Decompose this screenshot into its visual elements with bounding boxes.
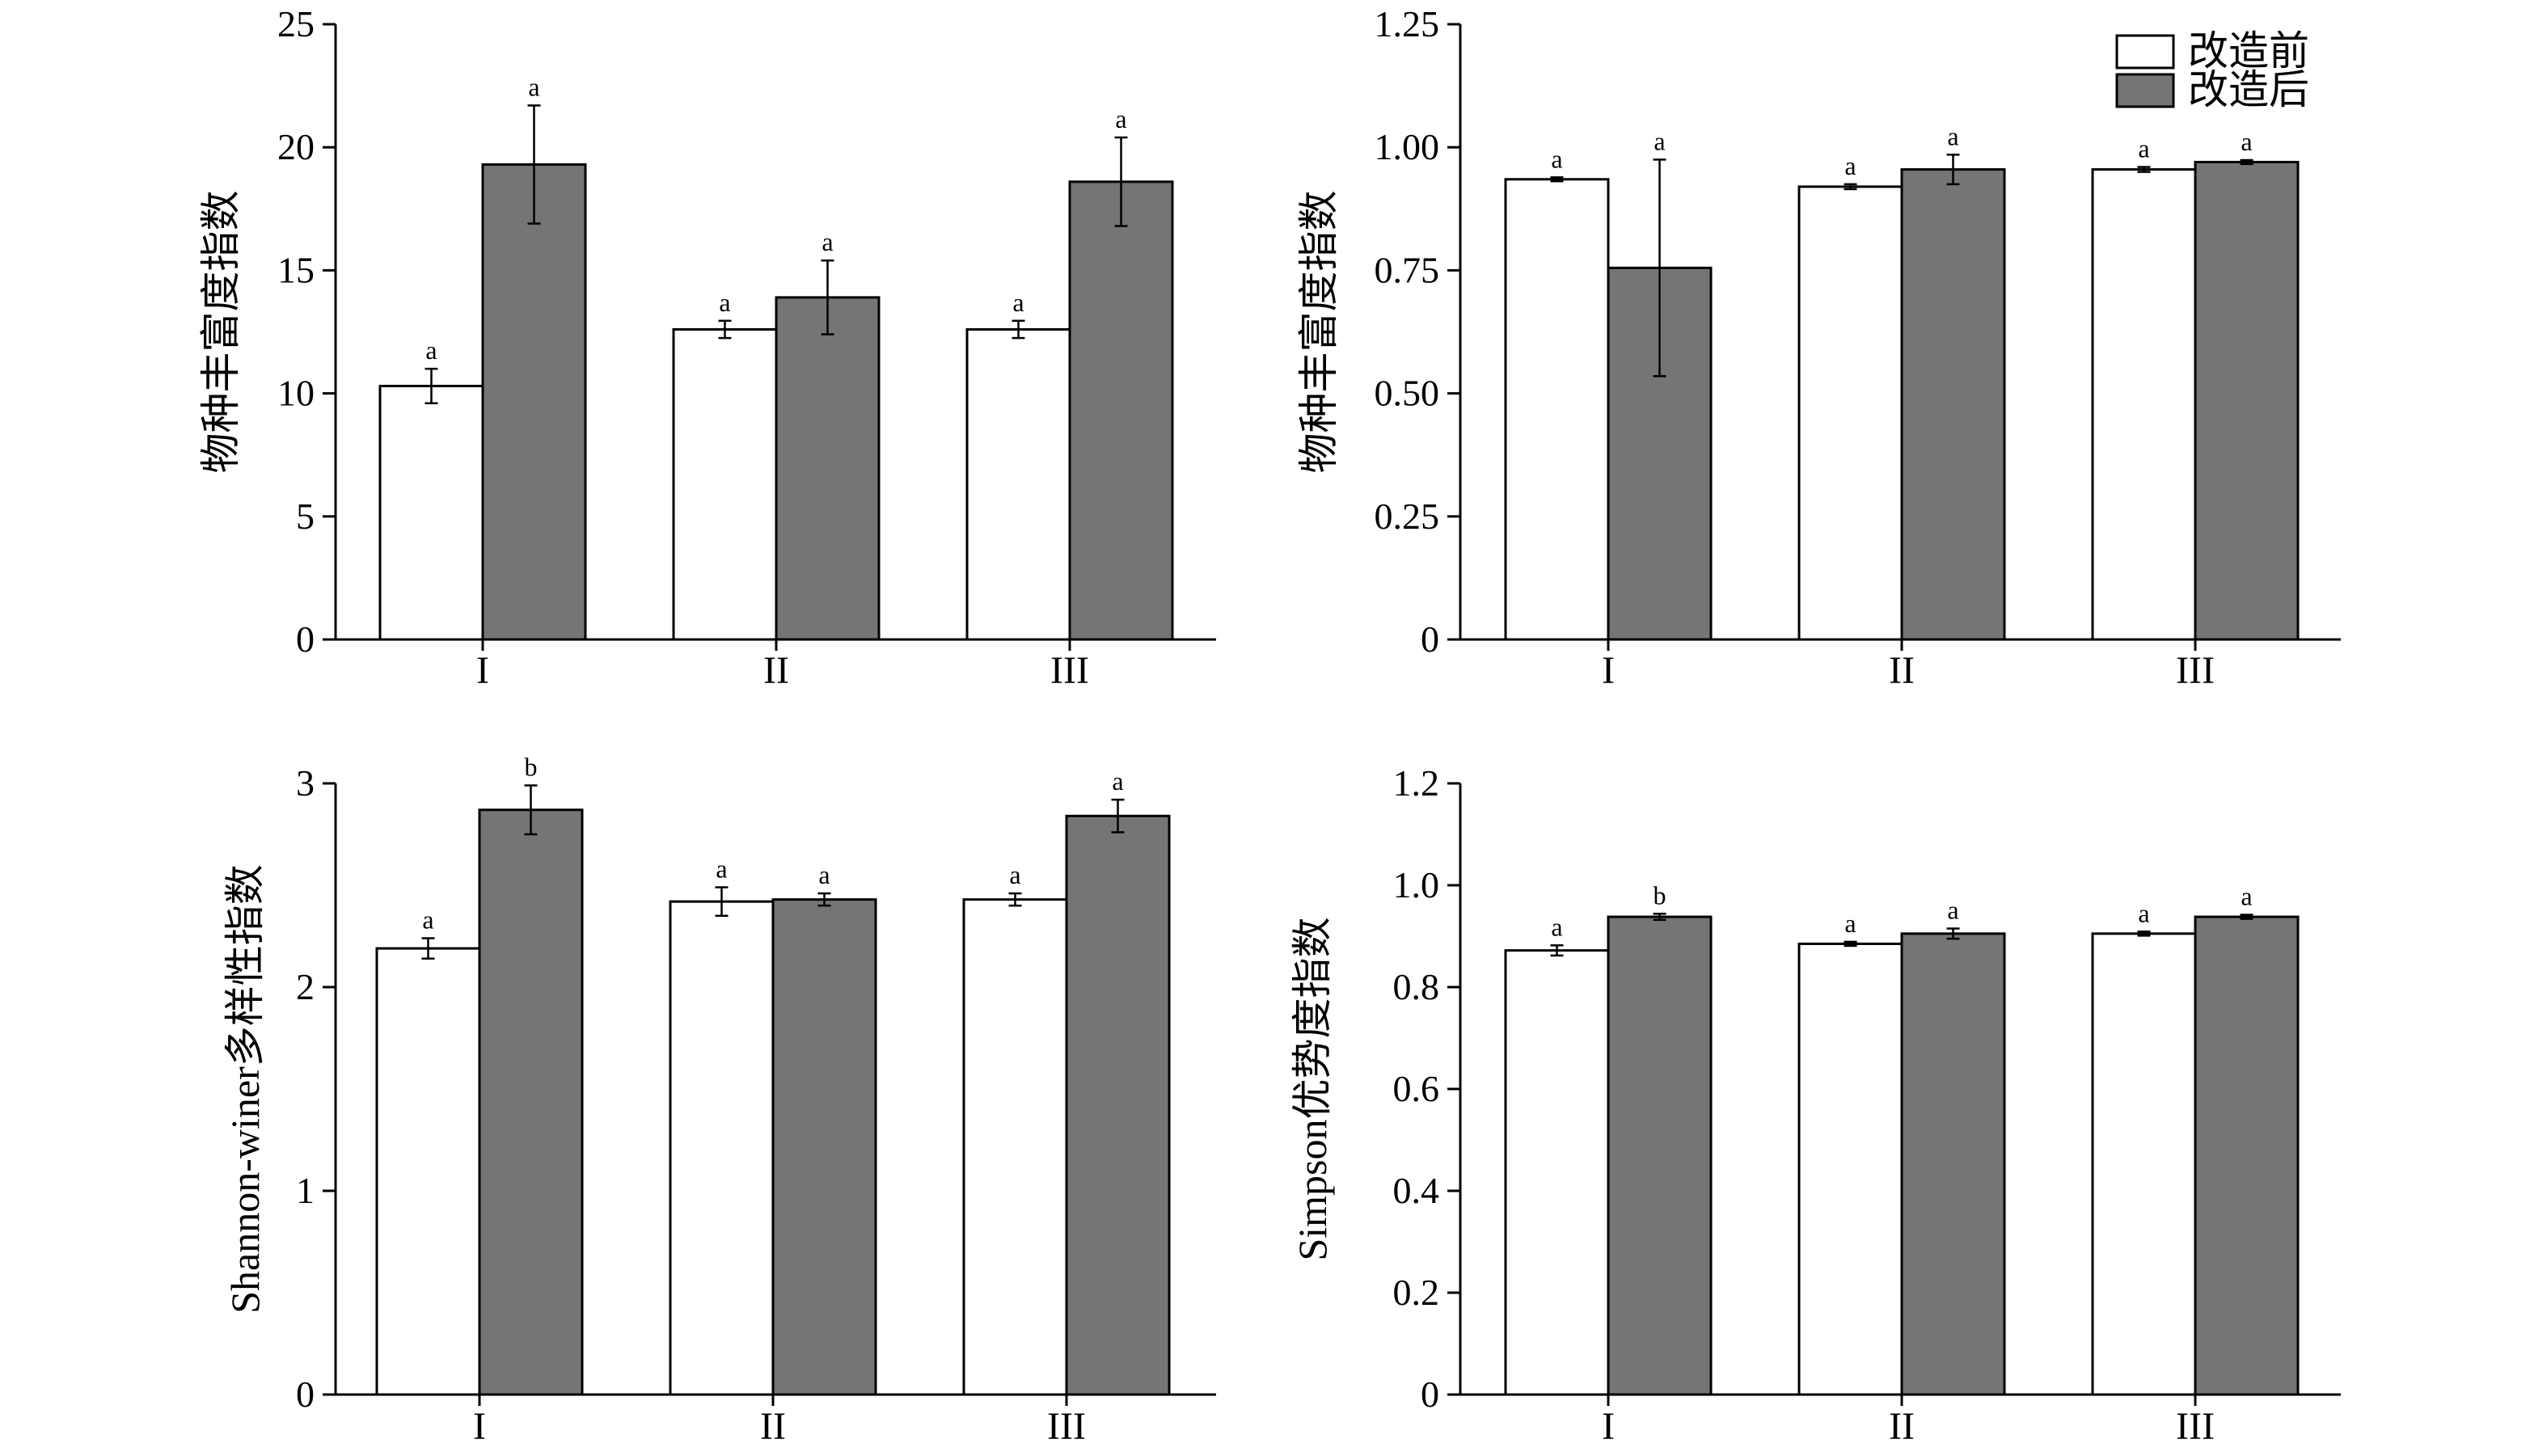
y-tick-label: 15 (277, 249, 315, 290)
x-tick-label: II (763, 649, 789, 692)
bar-before (962, 898, 1068, 1396)
bar-before (672, 327, 778, 641)
legend-swatch-before (2115, 34, 2175, 70)
significance-label: a (2241, 882, 2252, 911)
x-tick-label: II (1889, 649, 1915, 692)
y-axis-label: 物种丰富度指数 (198, 191, 243, 474)
significance-label: a (528, 72, 539, 101)
panel-species-richness-left: 0 5 10 15 20 25 Ia a II a a III a a 物种丰富度指数 (198, 3, 1216, 692)
y-tick-label: 0.2 (1393, 1272, 1440, 1313)
bar-before (669, 900, 775, 1396)
bar-after (771, 898, 877, 1396)
y-tick-label: 10 (277, 373, 315, 414)
y-tick-label: 25 (277, 3, 315, 44)
significance-label: a (719, 288, 730, 317)
bar-after (2194, 915, 2300, 1396)
significance-label: a (1947, 121, 1958, 150)
x-tick-label: II (1889, 1405, 1915, 1448)
y-tick-label: 1.2 (1393, 762, 1440, 804)
y-tick-label: 1.0 (1393, 864, 1440, 905)
bar-after (1900, 932, 2006, 1396)
bar-before (965, 327, 1071, 641)
y-tick-label: 0.6 (1393, 1068, 1440, 1109)
x-tick-label: III (2176, 649, 2215, 692)
y-tick-label: 0.8 (1393, 966, 1440, 1007)
panel-shannon-winer: 0 1 2 3 Ia b II a a III a a Shannon-winer多样性指数 (222, 753, 1216, 1448)
y-tick-label: 3 (296, 762, 315, 804)
legend: 改造前 改造后 (2115, 28, 2309, 112)
bar-after (1607, 915, 1713, 1396)
x-tick-label: I (473, 1405, 486, 1448)
y-tick-label: 0.50 (1375, 373, 1440, 414)
y-tick-label: 0 (296, 618, 315, 660)
significance-label: a (2138, 134, 2149, 163)
x-tick-label: III (1047, 1405, 1086, 1448)
bar-after (1065, 814, 1171, 1396)
bar-after (481, 163, 587, 641)
y-tick-label: 1.00 (1375, 126, 1440, 167)
y-tick-label: 1.25 (1375, 3, 1440, 44)
significance-label: a (818, 860, 830, 889)
y-axis-label: Simpson优势度指数 (1290, 917, 1335, 1260)
legend-label-after: 改造后 (2188, 67, 2309, 112)
significance-label: a (425, 336, 437, 365)
bar-before (378, 384, 484, 641)
y-tick-label: 0.4 (1393, 1170, 1440, 1211)
significance-label: a (2241, 127, 2252, 156)
y-tick-label: 1 (296, 1170, 315, 1211)
significance-label: a (1115, 104, 1126, 133)
y-axis-label: 物种丰富度指数 (1296, 191, 1341, 474)
bar-before (375, 947, 481, 1396)
bar-after (775, 296, 881, 641)
bar-before (2091, 932, 2197, 1396)
y-tick-label: 0 (1421, 618, 1439, 660)
y-tick-label: 2 (296, 966, 315, 1007)
significance-label: a (1551, 144, 1562, 173)
x-tick-label: II (760, 1405, 786, 1448)
bar-after (2194, 160, 2300, 641)
bar-before (1504, 178, 1610, 641)
significance-label: a (1947, 896, 1958, 925)
significance-label: a (716, 855, 727, 884)
panel-simpson: 0 0.2 0.4 0.6 0.8 1.0 1.2 Ia b II a a III a a Simpson优势… (1290, 762, 2341, 1448)
panel-species-richness-right: 0 0.25 0.50 0.75 1.00 1.25 Ia a II a a III a a 物种丰富度指数 (1296, 3, 2341, 692)
y-tick-label: 0.25 (1375, 496, 1440, 537)
y-tick-label: 20 (277, 126, 315, 167)
y-tick-label: 0 (296, 1374, 315, 1415)
significance-label: a (1844, 151, 1856, 180)
x-tick-label: III (2176, 1405, 2215, 1448)
bar-before (2091, 168, 2197, 641)
legend-swatch-after (2115, 73, 2175, 108)
y-axis-label: Shannon-winer多样性指数 (222, 864, 268, 1314)
x-tick-label: I (1602, 649, 1615, 692)
significance-label: b (525, 753, 538, 782)
x-tick-label: I (476, 649, 489, 692)
significance-label: a (1112, 766, 1123, 796)
significance-label: a (1551, 912, 1562, 941)
bar-before (1797, 185, 1903, 641)
significance-label: a (422, 905, 433, 935)
y-tick-label: 5 (296, 496, 315, 537)
significance-label: a (1012, 288, 1024, 317)
x-tick-label: III (1050, 649, 1089, 692)
significance-label: a (1009, 860, 1020, 889)
significance-label: b (1654, 880, 1666, 909)
significance-label: a (1844, 909, 1856, 938)
legend-label-before: 改造前 (2188, 28, 2309, 74)
bar-after (478, 808, 584, 1396)
x-tick-label: I (1602, 1405, 1615, 1448)
significance-label: a (822, 227, 833, 256)
bar-before (1504, 949, 1610, 1396)
bar-before (1797, 942, 1903, 1396)
significance-label: a (1654, 126, 1665, 155)
bar-after (1900, 168, 2006, 641)
y-tick-label: 0.75 (1375, 249, 1440, 290)
bar-after (1068, 180, 1174, 641)
y-tick-label: 0 (1421, 1374, 1439, 1415)
significance-label: a (2138, 898, 2149, 927)
